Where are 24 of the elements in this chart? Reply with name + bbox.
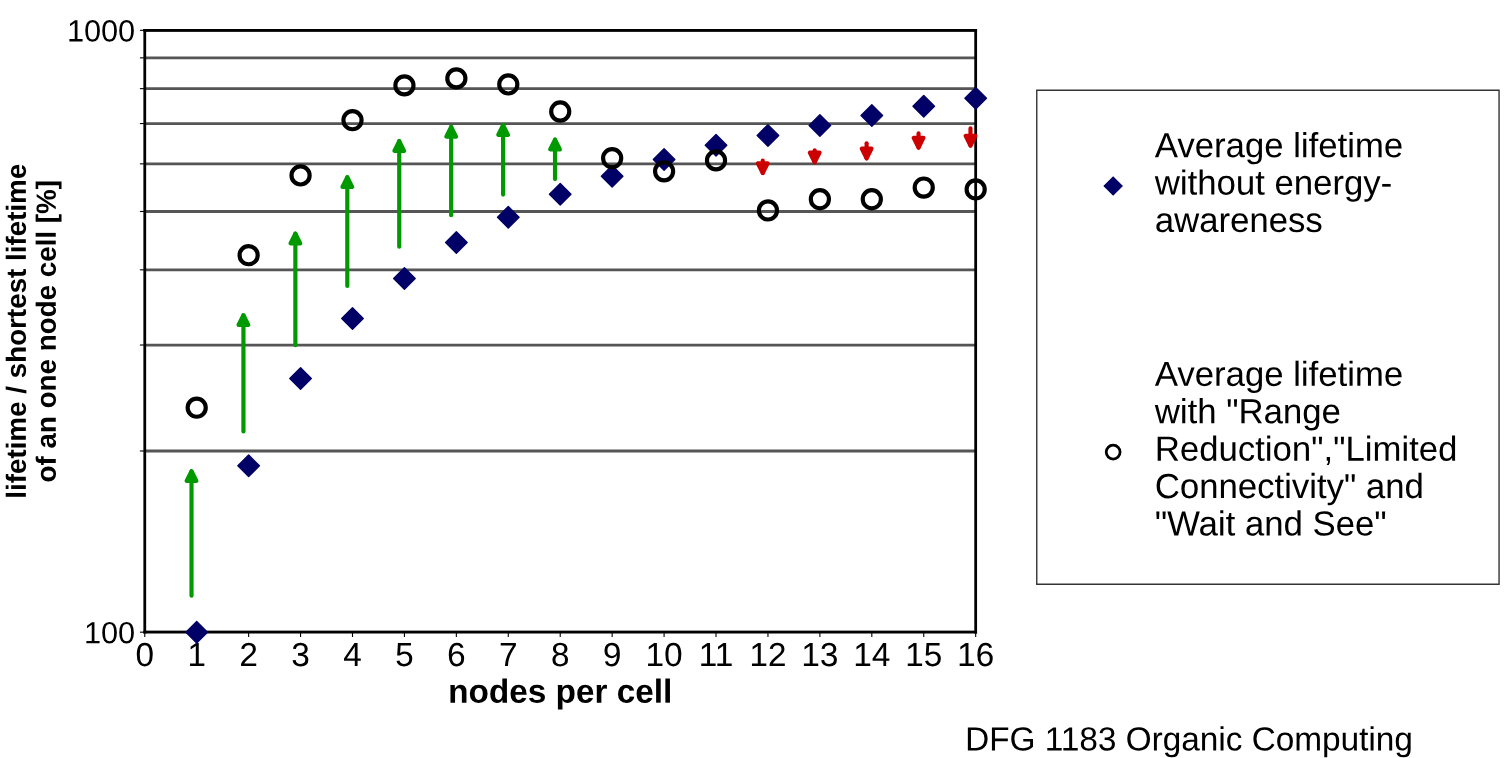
x-tick-label: 6: [448, 642, 465, 667]
x-tick-label: 7: [500, 643, 516, 667]
x-tick-label: 10: [648, 642, 682, 667]
text: DFG 1183 Organic Computing: [967, 726, 1411, 758]
y-axis-title: lifetime / shortest lifetime of an one node cell [%]: [5, 164, 62, 497]
x-tick-label: 9: [604, 642, 620, 667]
x-tick-label: 0: [136, 642, 153, 667]
x-tick-label: 15: [907, 643, 941, 667]
y-tick-label: 1000: [69, 20, 134, 42]
legend-label: Average lifetime without energy- awareness: [1154, 131, 1402, 233]
y-tick-label: 100: [86, 621, 134, 644]
x-tick-label: 4: [343, 643, 361, 667]
x-axis-title: nodes per cell: [450, 678, 670, 710]
x-tick-label: 1: [189, 643, 205, 667]
x-tick-label: 2: [241, 642, 257, 667]
x-tick-label: 13: [803, 642, 837, 667]
legend-label: Average lifetime with "Range Reduction","Limited Connectivity" and "Wait and See": [1154, 360, 1456, 536]
x-tick-label: 8: [552, 642, 569, 667]
x-tick-label: 16: [959, 642, 993, 667]
x-tick-label: 3: [292, 642, 309, 667]
x-tick-label: 12: [751, 642, 785, 667]
x-tick-label: 14: [855, 643, 890, 667]
x-tick-label: 11: [701, 643, 732, 667]
x-tick-label: 5: [396, 643, 413, 667]
